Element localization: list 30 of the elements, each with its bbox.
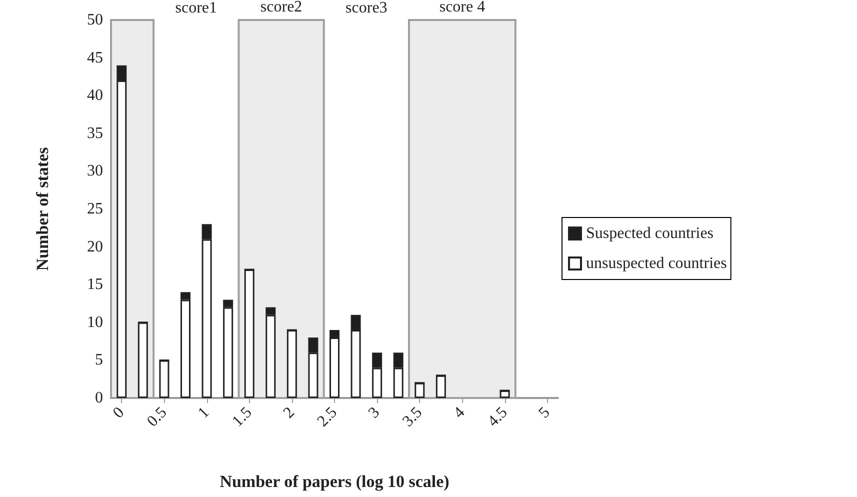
x-tick-label: 0.5 — [144, 404, 170, 430]
x-tick-label: 1 — [195, 404, 213, 422]
y-tick-label: 15 — [87, 276, 103, 294]
y-tick-label: 10 — [87, 314, 103, 331]
x-tick-label: 4.5 — [484, 404, 511, 430]
y-tick-label: 0 — [95, 390, 103, 406]
y-tick-label: 50 — [87, 12, 103, 28]
y-tick-label: 40 — [87, 87, 103, 104]
x-tick-label: 4 — [450, 404, 468, 422]
y-tick-label: 30 — [87, 162, 103, 180]
legend-label: Suspected countries — [586, 225, 714, 242]
y-tick-label: 45 — [87, 49, 103, 66]
x-tick-label: 1.5 — [229, 404, 256, 430]
x-tick-label: 3 — [365, 404, 384, 422]
x-tick-label: 3.5 — [400, 404, 426, 430]
legend-label: unsuspected countries — [586, 255, 727, 272]
text: score3 — [346, 0, 388, 16]
x-tick-label: 2.5 — [314, 404, 341, 430]
x-tick-label: 0 — [110, 404, 128, 422]
x-tick-label: 2 — [280, 404, 298, 422]
text: score1 — [175, 0, 218, 16]
band-label: score 4 — [439, 0, 486, 16]
y-tick-label: 35 — [87, 124, 103, 142]
y-axis-title: Number of states — [33, 146, 52, 271]
band-label: score2 — [260, 0, 302, 16]
y-tick-label: 5 — [95, 352, 103, 369]
y-tick-label: 20 — [87, 238, 103, 256]
x-axis-title: Number of papers (log 10 scale) — [220, 472, 450, 491]
y-tick-label: 25 — [87, 200, 103, 218]
x-tick-label: 5 — [536, 404, 554, 422]
